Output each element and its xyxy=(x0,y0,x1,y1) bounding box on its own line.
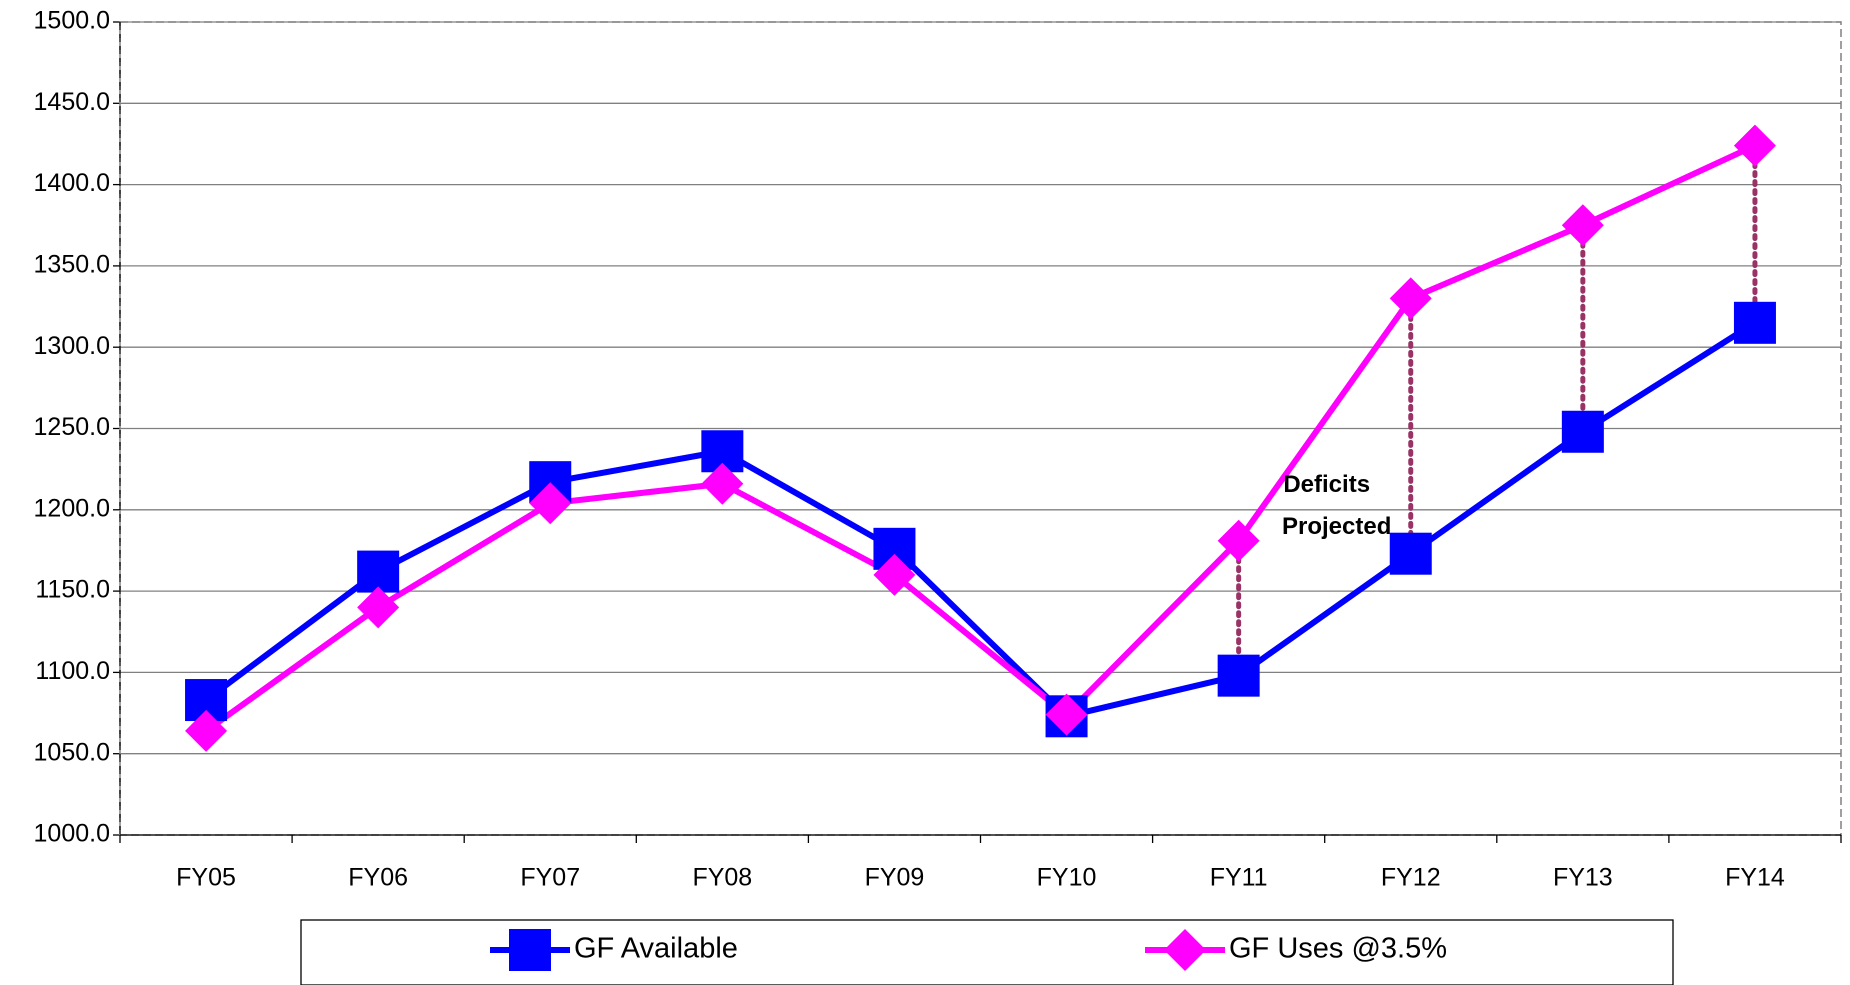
y-tick-label: 1250.0 xyxy=(34,413,110,441)
y-tick-label: 1000.0 xyxy=(34,820,110,848)
data-point xyxy=(1733,301,1776,344)
data-point xyxy=(357,586,400,629)
y-tick-label: 1400.0 xyxy=(34,169,110,197)
x-tick-label: FY12 xyxy=(1381,864,1441,892)
data-point xyxy=(1389,277,1432,320)
legend-label: GF Available xyxy=(574,933,738,965)
x-tick-label: FY07 xyxy=(520,864,580,892)
y-tick-label: 1450.0 xyxy=(34,88,110,116)
y-tick-label: 1050.0 xyxy=(34,738,110,766)
legend-marker xyxy=(509,929,551,971)
x-tick-label: FY09 xyxy=(865,864,925,892)
annotation: Deficits xyxy=(1283,471,1370,498)
x-tick-label: FY10 xyxy=(1037,864,1097,892)
data-point xyxy=(873,553,916,596)
y-tick-label: 1100.0 xyxy=(35,657,110,685)
data-point xyxy=(185,709,228,752)
data-point xyxy=(1217,654,1260,697)
data-point xyxy=(1733,124,1776,167)
y-tick-label: 1500.0 xyxy=(34,7,110,35)
data-point xyxy=(1561,204,1604,247)
data-point xyxy=(1045,693,1088,736)
plot-border xyxy=(119,21,1842,836)
y-tick-label: 1200.0 xyxy=(34,494,110,522)
data-point xyxy=(1217,519,1260,562)
series-line xyxy=(204,320,1757,720)
data-point xyxy=(1561,410,1604,453)
x-tick-label: FY14 xyxy=(1725,864,1785,892)
legend-marker xyxy=(1164,929,1206,971)
x-tick-label: FY08 xyxy=(692,864,752,892)
legend-label: GF Uses @3.5% xyxy=(1229,933,1447,965)
data-point xyxy=(1389,532,1432,575)
data-point xyxy=(701,462,744,505)
x-tick-label: FY05 xyxy=(176,864,236,892)
y-tick-label: 1350.0 xyxy=(34,251,110,279)
y-tick-label: 1300.0 xyxy=(34,332,110,360)
y-tick-label: 1150.0 xyxy=(35,576,110,604)
x-tick-label: FY11 xyxy=(1210,864,1268,892)
x-tick-label: FY06 xyxy=(348,864,408,892)
series-line xyxy=(204,142,1757,734)
x-tick-label: FY13 xyxy=(1553,864,1613,892)
annotation: Projected xyxy=(1282,513,1391,540)
data-point xyxy=(529,482,572,525)
data-point xyxy=(357,550,400,593)
